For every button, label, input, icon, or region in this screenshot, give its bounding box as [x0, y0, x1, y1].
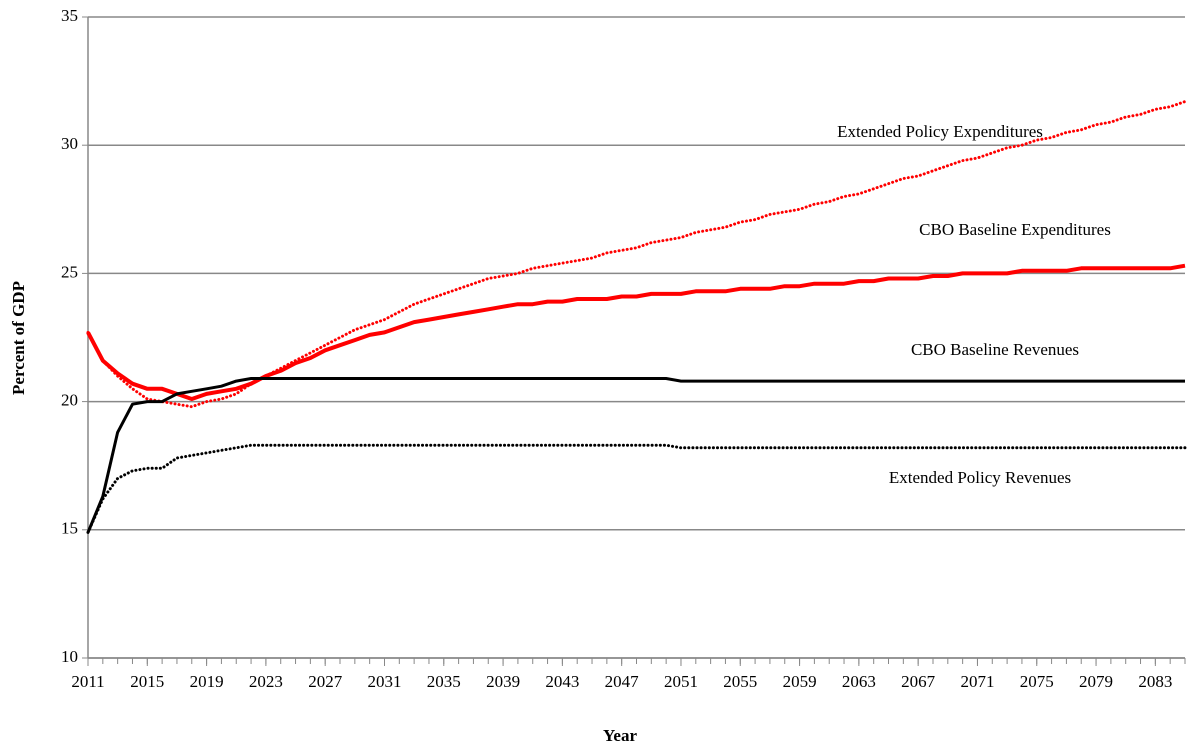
series-label: Extended Policy Revenues [889, 468, 1071, 487]
y-tick-label: 35 [61, 6, 78, 25]
y-tick-label: 10 [61, 647, 78, 666]
series-line [86, 263, 1186, 401]
y-axis-title: Percent of GDP [9, 281, 28, 395]
x-tick-label: 2023 [249, 672, 283, 691]
y-tick-label: 15 [61, 519, 78, 538]
x-tick-label: 2059 [783, 672, 817, 691]
y-tick-label: 20 [61, 391, 78, 410]
x-tick-label: 2011 [71, 672, 104, 691]
x-tick-label: 2027 [308, 672, 343, 691]
series-label: Extended Policy Expenditures [837, 122, 1043, 141]
series-label: CBO Baseline Expenditures [919, 220, 1111, 239]
series-label: CBO Baseline Revenues [911, 340, 1079, 359]
x-tick-label: 2055 [723, 672, 757, 691]
series-line [86, 377, 1185, 533]
x-tick-label: 2015 [130, 672, 164, 691]
x-tick-label: 2035 [427, 672, 461, 691]
x-tick-label: 2019 [190, 672, 224, 691]
x-tick-label: 2063 [842, 672, 876, 691]
x-tick-label: 2047 [605, 672, 640, 691]
series-line [86, 443, 1187, 534]
x-tick-label: 2043 [545, 672, 579, 691]
x-tick-label: 2051 [664, 672, 698, 691]
x-tick-label: 2083 [1138, 672, 1172, 691]
x-tick-label: 2079 [1079, 672, 1113, 691]
x-tick-label: 2071 [960, 672, 994, 691]
x-tick-label: 2039 [486, 672, 520, 691]
y-tick-label: 30 [61, 134, 78, 153]
series-line [86, 100, 1187, 409]
y-tick-label: 25 [61, 262, 78, 281]
x-tick-label: 2067 [901, 672, 936, 691]
x-tick-label: 2075 [1020, 672, 1054, 691]
x-tick-label: 2031 [367, 672, 401, 691]
x-axis-title: Year [603, 726, 637, 745]
